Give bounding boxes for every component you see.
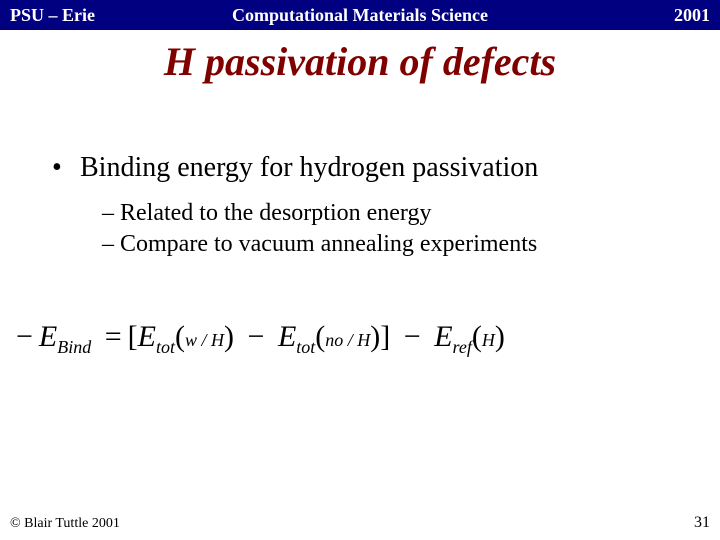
sub-bullet-1-text: Related to the desorption energy — [120, 200, 431, 226]
content-area: • Binding energy for hydrogen passivatio… — [52, 152, 690, 262]
eq-rp1: ) — [224, 320, 234, 353]
header-right: 2001 — [674, 5, 710, 26]
eq-sub-tot1: tot — [156, 337, 175, 357]
eq-lead-minus: − — [16, 320, 33, 353]
header-center: Computational Materials Science — [232, 5, 488, 26]
footer-page-number: 31 — [694, 514, 710, 532]
equation: −EBind =[Etot(w / H) − Etot(no / H)] − E… — [16, 320, 704, 358]
eq-E4: E — [434, 320, 452, 353]
eq-sub-bind: Bind — [57, 337, 91, 357]
eq-rp2: ) — [370, 320, 380, 353]
eq-lbrack: [ — [128, 320, 138, 353]
eq-minus2: − — [404, 320, 421, 353]
eq-sub-tot2: tot — [296, 337, 315, 357]
eq-lp2: ( — [315, 320, 325, 353]
eq-equals: = — [105, 320, 122, 353]
header-bar: PSU – Erie Computational Materials Scien… — [0, 0, 720, 30]
eq-arg3: H — [482, 330, 495, 350]
header-left: PSU – Erie — [10, 5, 95, 26]
eq-E3: E — [278, 320, 296, 353]
eq-rp3: ) — [495, 320, 505, 353]
sub-bullet-1: – Related to the desorption energy — [102, 200, 690, 227]
bullet-main-text: Binding energy for hydrogen passivation — [80, 152, 538, 184]
sub-bullet-2: – Compare to vacuum annealing experiment… — [102, 231, 690, 258]
eq-arg2: no / H — [325, 330, 370, 350]
eq-E1: E — [39, 320, 57, 353]
eq-sub-ref: ref — [453, 337, 472, 357]
eq-minus1: − — [248, 320, 265, 353]
slide-title: H passivation of defects — [0, 38, 720, 85]
eq-E2: E — [138, 320, 156, 353]
bullet-dot: • — [52, 152, 80, 184]
eq-arg1: w / H — [185, 330, 224, 350]
sub-bullet-2-text: Compare to vacuum annealing experiments — [120, 231, 537, 257]
sub-bullets: – Related to the desorption energy – Com… — [102, 200, 690, 258]
eq-rbrack: ] — [380, 320, 390, 353]
eq-lp3: ( — [472, 320, 482, 353]
footer-copyright: © Blair Tuttle 2001 — [10, 516, 120, 532]
bullet-main: • Binding energy for hydrogen passivatio… — [52, 152, 690, 184]
eq-lp1: ( — [175, 320, 185, 353]
slide: PSU – Erie Computational Materials Scien… — [0, 0, 720, 540]
